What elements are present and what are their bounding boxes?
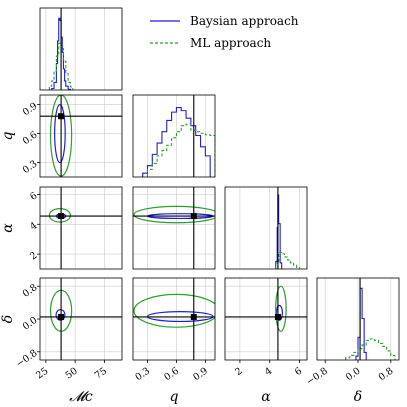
panel-content <box>133 187 215 269</box>
x-axis-label-mc: 𝓜c <box>69 389 93 405</box>
panel-content <box>133 278 215 360</box>
hist-delta-series-0 <box>355 287 367 360</box>
panel-frame <box>39 94 123 178</box>
panel-frame <box>224 277 308 361</box>
panel-frame <box>224 186 308 270</box>
truth-marker <box>274 313 281 320</box>
truth-marker <box>58 213 65 220</box>
x-tick-label: 0.3 <box>133 366 152 384</box>
panel-content <box>239 187 301 269</box>
panel-alpha-mc: 2 4 6 α <box>0 186 123 270</box>
x-tick-label: 0.9 <box>191 366 210 384</box>
contour-mc-delta-series-0 <box>55 308 66 321</box>
truth-marker <box>190 213 197 220</box>
y-tick-label: 4 <box>28 220 39 232</box>
contour-mc-alpha-series-1 <box>48 208 72 223</box>
panel-frame <box>39 7 123 91</box>
y-tick-label: 0.9 <box>21 101 40 119</box>
x-tick-label: 0.8 <box>377 366 396 384</box>
legend-label-bayesian: Baysian approach <box>190 14 299 28</box>
truth-marker <box>58 113 65 120</box>
hist-alpha-series-1 <box>275 251 301 269</box>
x-tick-label: 6 <box>293 366 304 378</box>
x-tick-label: 4 <box>263 366 274 378</box>
panel-delta-delta: −0.8 0.0 0.8 δ <box>305 277 400 405</box>
y-tick-label: 0.6 <box>21 129 40 147</box>
panel-mc-mc <box>39 7 123 91</box>
contour-q-delta-series-1 <box>133 293 215 328</box>
y-tick-label: 0.8 <box>21 282 40 300</box>
hist-delta-series-1 <box>345 338 396 360</box>
panel-delta-q: 0.3 0.6 0.9 q <box>132 277 216 405</box>
x-tick-label: 50 <box>64 366 80 382</box>
panel-q-q <box>132 94 216 178</box>
panel-frame <box>132 277 216 361</box>
y-axis-label-q: q <box>0 131 16 140</box>
panel-content <box>40 278 122 360</box>
panel-content <box>40 95 122 177</box>
truth-marker <box>58 313 65 320</box>
y-tick-label: 6 <box>28 190 39 202</box>
x-tick-label: 2 <box>233 366 244 378</box>
y-axis-label-alpha: α <box>0 223 16 233</box>
panel-delta-alpha: 2 4 6 α <box>224 277 308 405</box>
contour-alpha-delta-series-0 <box>275 304 284 321</box>
panel-content <box>142 95 215 177</box>
hist-alpha-series-0 <box>275 194 283 269</box>
panel-frame <box>39 186 123 270</box>
x-tick-label: 0.0 <box>344 366 363 384</box>
x-tick-label: 25 <box>34 366 50 382</box>
panel-content <box>324 278 396 360</box>
panel-content <box>40 187 122 269</box>
hist-q-series-1 <box>146 123 215 177</box>
y-tick-label: 2 <box>28 250 39 262</box>
y-axis-label-delta: δ <box>0 315 16 323</box>
y-tick-label: −0.8 <box>14 348 39 370</box>
legend-label-ml: ML approach <box>190 36 271 50</box>
x-tick-label: 75 <box>93 366 109 382</box>
panel-content <box>225 278 307 360</box>
x-axis-label-q: q <box>170 389 179 405</box>
x-axis-label-delta: δ <box>354 389 362 405</box>
x-tick-label: −0.8 <box>305 366 330 388</box>
contour-mc-q-series-0 <box>54 104 66 164</box>
panel-q-mc: 0.3 0.6 0.9 q <box>0 94 123 178</box>
panel-content <box>45 8 105 90</box>
x-tick-label: 0.6 <box>162 366 181 384</box>
truth-marker <box>190 313 197 320</box>
panel-alpha-alpha <box>224 186 308 270</box>
panel-frame <box>132 94 216 178</box>
x-axis-label-alpha: α <box>261 389 271 405</box>
contour-q-alpha-series-1 <box>133 205 215 224</box>
contour-alpha-delta-series-1 <box>275 285 287 332</box>
legend: Baysian approach ML approach <box>150 14 299 50</box>
panel-alpha-q <box>132 186 216 270</box>
hist-q-series-0 <box>142 107 211 177</box>
panel-frame <box>132 186 216 270</box>
y-tick-label: 0.0 <box>21 315 40 333</box>
y-tick-label: 0.3 <box>21 158 40 176</box>
